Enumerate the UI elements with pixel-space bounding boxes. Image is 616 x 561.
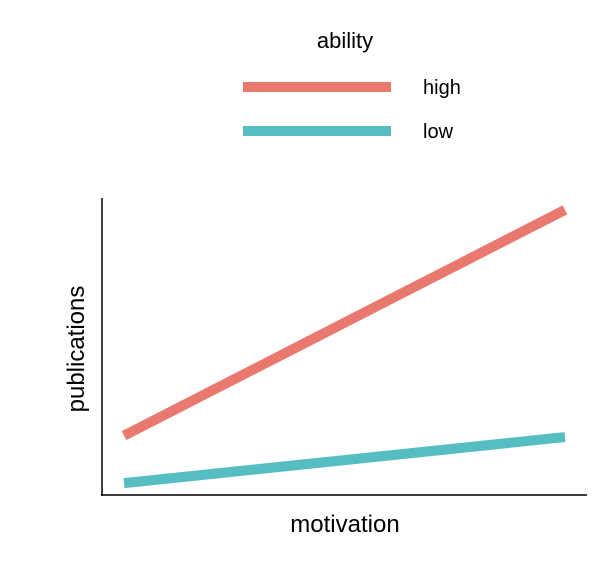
legend-label-low: low bbox=[423, 121, 454, 143]
series-line-high bbox=[121, 205, 568, 441]
legend-label-high: high bbox=[423, 77, 461, 99]
y-axis-label: publications bbox=[63, 286, 90, 413]
legend: high low bbox=[243, 77, 461, 143]
series-line-low bbox=[123, 432, 566, 489]
legend-title: ability bbox=[317, 28, 373, 53]
x-axis-label: motivation bbox=[290, 511, 399, 538]
plot-lines bbox=[121, 205, 568, 489]
